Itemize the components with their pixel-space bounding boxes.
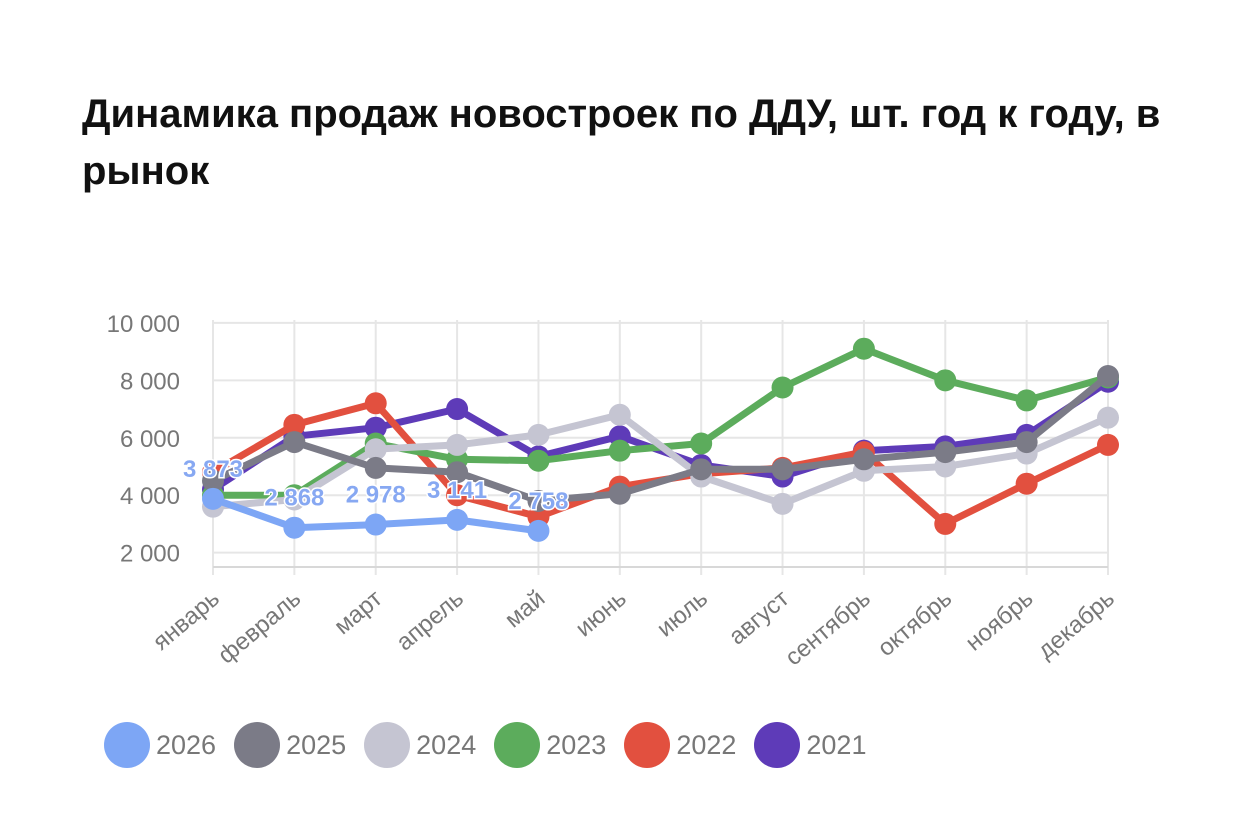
series-2025 [202,365,1119,512]
legend-item-2022[interactable]: 2022 [624,722,736,768]
x-tick-label: июнь [571,585,632,642]
data-point-2026 [364,513,387,536]
data-label-2026: 3 141 [427,477,487,504]
data-point-2023 [1015,389,1038,412]
legend-marker [494,722,541,768]
x-tick-label: декабрь [1033,585,1120,664]
data-point-2024 [446,433,469,456]
legend-item-2025[interactable]: 2025 [234,722,346,768]
legend-label: 2022 [676,729,737,760]
y-tick-label: 6 000 [120,426,180,453]
legend-item-2024[interactable]: 2024 [364,722,476,768]
data-point-2026 [527,519,550,542]
legend-item-2026[interactable]: 2026 [104,722,216,768]
data-point-2025 [1097,365,1119,388]
series-line-2025 [209,372,1112,505]
legend-label: 2025 [286,729,347,760]
legend-item-2023[interactable]: 2023 [494,722,606,768]
data-point-2025 [852,448,875,471]
data-point-2022 [364,392,387,415]
data-point-2021 [446,398,469,421]
y-tick-label: 4 000 [120,483,180,510]
series-lines [202,337,1119,542]
series-line-2024 [209,411,1112,511]
data-point-2022 [1097,433,1119,456]
data-point-2022 [283,413,306,436]
series-line-2023 [209,345,1112,499]
x-tick-label: сентябрь [780,585,876,671]
data-point-2025 [934,441,957,464]
series-2024 [202,403,1119,518]
y-axis-ticks: 10 000 8 000 6 000 4 000 2 000 [107,311,180,568]
data-point-2026 [202,487,224,510]
data-point-2025 [1015,431,1038,454]
data-point-2025 [771,458,794,481]
data-point-2025 [364,456,387,479]
data-point-2025 [446,461,469,484]
legend-marker [624,722,671,768]
data-point-2023 [934,369,957,392]
data-labels: 3 873 2 868 2 978 3 141 2 758 [181,454,570,516]
legend-marker [364,722,411,768]
data-point-2023 [527,449,550,472]
data-point-2024 [608,403,631,426]
series-line-2021 [209,378,1112,493]
data-point-2024 [527,423,550,446]
data-point-2022 [446,484,469,507]
y-tick-label: 10 000 [107,311,180,338]
data-point-2022 [1015,472,1038,495]
legend-marker [754,722,801,768]
legend-marker [234,722,281,768]
legend: 2026 2025 2024 2023 2022 2021 [104,722,872,768]
data-point-2023 [608,439,631,462]
data-point-2025 [283,431,306,454]
data-point-2025 [690,458,713,481]
x-tick-label: февраль [213,585,306,669]
legend-label: 2021 [806,729,867,760]
data-label-2026: 2 978 [346,482,406,509]
x-tick-label: май [500,585,550,633]
x-tick-label: октябрь [873,585,958,662]
x-tick-label: март [329,585,387,640]
legend-label: 2024 [416,729,477,760]
y-tick-label: 8 000 [120,368,180,395]
data-point-2024 [1097,406,1119,429]
data-point-2023 [771,376,794,399]
data-point-2022 [934,512,957,535]
x-tick-label: июль [652,585,713,643]
series-2026 [202,487,550,542]
data-point-2025 [202,469,224,492]
x-tick-label: ноябрь [960,585,1038,657]
data-point-2021 [364,416,387,439]
x-tick-label: апрель [391,585,469,656]
y-tick-label: 2 000 [120,541,180,568]
data-point-2023 [690,432,713,455]
data-point-2026 [283,516,306,539]
legend-item-2021[interactable]: 2021 [754,722,866,768]
data-point-2024 [283,488,306,511]
x-tick-label: январь [148,585,225,656]
x-tick-label: август [724,585,795,650]
legend-label: 2023 [546,729,607,760]
legend-marker [104,722,150,768]
data-point-2024 [771,492,794,515]
data-point-2024 [364,438,387,461]
data-point-2025 [608,482,631,505]
legend-label: 2026 [156,729,217,760]
data-point-2026 [446,508,469,531]
data-label-2026: 2 758 [508,488,568,515]
data-label-2026: 3 873 [183,456,243,483]
data-point-2023 [852,337,875,360]
chart-title: Динамика продаж новостроек по ДДУ, шт. г… [82,92,1161,193]
data-label-2026: 2 868 [264,485,324,512]
data-point-2025 [527,489,550,512]
